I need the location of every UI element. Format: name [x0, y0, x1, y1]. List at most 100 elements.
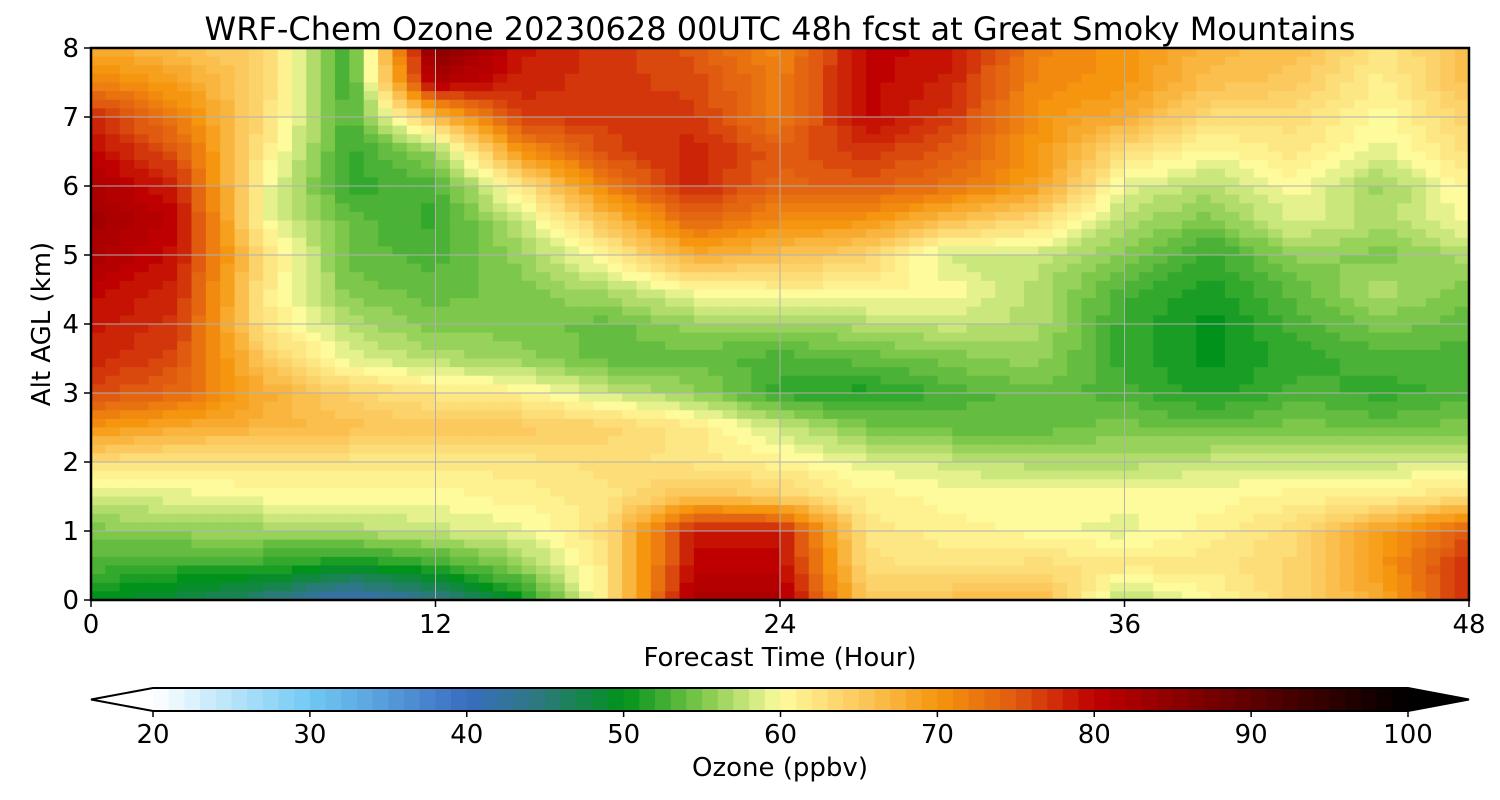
heatmap-cell: [1210, 117, 1226, 127]
heatmap-cell: [205, 220, 221, 230]
heatmap-cell: [1325, 470, 1341, 480]
heatmap-cell: [263, 160, 279, 170]
heatmap-cell: [1081, 289, 1097, 299]
heatmap-cell: [263, 56, 279, 66]
heatmap-cell: [823, 289, 839, 299]
heatmap-cell: [105, 160, 121, 170]
heatmap-cell: [148, 151, 164, 161]
heatmap-cell: [1095, 324, 1111, 334]
heatmap-cell: [105, 418, 121, 429]
heatmap-cell: [1440, 168, 1456, 178]
heatmap-cell: [1153, 487, 1169, 498]
heatmap-cell: [119, 315, 135, 325]
heatmap-cell: [679, 427, 695, 437]
heatmap-cell: [765, 151, 781, 161]
heatmap-cell: [306, 479, 322, 489]
heatmap-cell: [162, 479, 178, 489]
heatmap-cell: [736, 246, 752, 256]
heatmap-cell: [823, 401, 839, 411]
heatmap-cell: [708, 349, 724, 360]
heatmap-cell: [1296, 168, 1312, 178]
heatmap-cell: [1425, 436, 1441, 446]
heatmap-cell: [248, 393, 264, 403]
heatmap-cell: [335, 410, 350, 420]
heatmap-cell: [693, 306, 709, 316]
heatmap-cell: [937, 56, 953, 66]
heatmap-cell: [1382, 99, 1398, 109]
heatmap-cell: [378, 280, 394, 291]
heatmap-cell: [392, 358, 408, 368]
heatmap-cell: [1311, 298, 1327, 308]
heatmap-cell: [291, 384, 307, 394]
heatmap-cell: [636, 470, 652, 480]
heatmap-cell: [1325, 142, 1341, 153]
heatmap-cell: [406, 470, 422, 480]
heatmap-cell: [378, 462, 394, 472]
heatmap-cell: [780, 272, 795, 282]
heatmap-cell: [464, 177, 480, 187]
heatmap-cell: [91, 470, 106, 480]
heatmap-cell: [349, 341, 365, 351]
heatmap-cell: [679, 436, 695, 446]
heatmap-cell: [320, 306, 336, 316]
heatmap-cell: [1239, 341, 1255, 351]
heatmap-cell: [1095, 73, 1111, 84]
heatmap-cell: [679, 194, 695, 204]
heatmap-cell: [1095, 470, 1111, 480]
heatmap-cell: [191, 142, 207, 153]
heatmap-cell: [1181, 444, 1197, 454]
heatmap-cell: [1153, 220, 1169, 230]
heatmap-cell: [1339, 203, 1355, 213]
heatmap-cell: [952, 220, 968, 230]
heatmap-cell: [306, 358, 322, 368]
heatmap-cell: [1038, 453, 1054, 463]
heatmap-cell: [291, 211, 307, 222]
heatmap-cell: [636, 160, 652, 170]
heatmap-cell: [191, 324, 207, 334]
heatmap-cell: [220, 453, 236, 463]
heatmap-cell: [923, 186, 939, 196]
heatmap-cell: [622, 203, 638, 213]
heatmap-cell: [1368, 177, 1384, 187]
heatmap-cell: [277, 73, 293, 84]
heatmap-cell: [665, 479, 681, 489]
heatmap-cell: [1325, 48, 1341, 58]
heatmap-cell: [1368, 427, 1384, 437]
heatmap-cell: [177, 48, 193, 58]
heatmap-cell: [406, 410, 422, 420]
heatmap-cell: [1124, 168, 1140, 178]
heatmap-cell: [521, 358, 537, 368]
heatmap-cell: [535, 393, 551, 403]
heatmap-cell: [607, 91, 623, 101]
heatmap-cell: [335, 125, 350, 135]
heatmap-cell: [1038, 444, 1054, 454]
heatmap-cell: [220, 418, 236, 429]
heatmap-cell: [162, 384, 178, 394]
heatmap-cell: [1411, 65, 1427, 75]
heatmap-cell: [363, 99, 379, 109]
heatmap-cell: [105, 280, 121, 291]
heatmap-cell: [1239, 280, 1255, 291]
heatmap-cell: [478, 410, 494, 420]
heatmap-cell: [1339, 56, 1355, 66]
heatmap-cell: [823, 479, 839, 489]
heatmap-cell: [277, 134, 293, 144]
heatmap-cell: [808, 436, 824, 446]
heatmap-cell: [1024, 203, 1039, 213]
heatmap-cell: [837, 246, 853, 256]
heatmap-cell: [535, 349, 551, 360]
heatmap-cell: [1138, 82, 1154, 92]
heatmap-cell: [550, 384, 566, 394]
heatmap-cell: [966, 142, 982, 153]
heatmap-cell: [866, 332, 882, 342]
heatmap-cell: [1325, 324, 1341, 334]
heatmap-cell: [665, 393, 681, 403]
heatmap-cell: [134, 393, 150, 403]
heatmap-cell: [1138, 401, 1154, 411]
heatmap-cell: [248, 134, 264, 144]
heatmap-cell: [995, 418, 1011, 429]
heatmap-cell: [1411, 177, 1427, 187]
heatmap-cell: [1339, 255, 1355, 265]
heatmap-cell: [1124, 367, 1140, 377]
heatmap-cell: [1354, 436, 1370, 446]
